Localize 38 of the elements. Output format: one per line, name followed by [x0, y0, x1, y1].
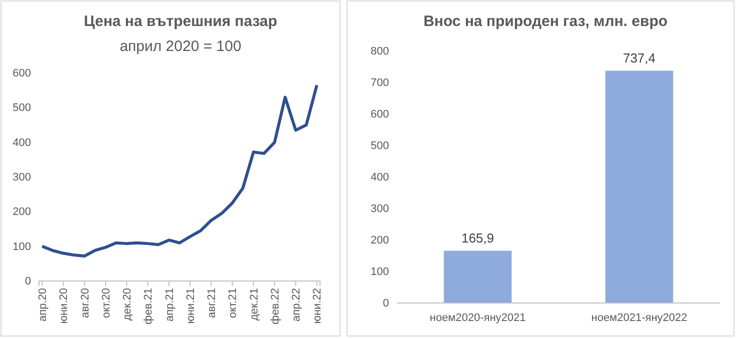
- y-tick-label: 600: [12, 68, 31, 80]
- x-tick-label: авг.20: [79, 288, 92, 318]
- data-label: 737,4: [622, 50, 656, 66]
- y-tick-label: 200: [12, 206, 31, 218]
- line-series: [40, 84, 318, 258]
- data-label: 165,9: [461, 230, 494, 246]
- y-tick-label: 400: [370, 172, 389, 184]
- y-tick-label: 0: [24, 276, 31, 288]
- y-tick-label: 300: [12, 172, 31, 184]
- x-tick-label: юни.21: [184, 288, 197, 324]
- y-tick-label: 700: [370, 77, 389, 90]
- chart-subtitle: април 2020 = 100: [120, 38, 242, 55]
- x-tick-label: дек.21: [248, 288, 260, 321]
- y-tick-label: 600: [370, 108, 389, 121]
- x-tick-label: ноем2020-яну2021: [430, 312, 526, 324]
- chart-title: Цена на вътрешния пазар: [84, 13, 278, 30]
- y-tick-label: 400: [12, 136, 31, 149]
- x-tick-label: окт.20: [100, 288, 112, 318]
- x-tick-label: апр.20: [37, 288, 50, 322]
- y-tick-label: 100: [370, 266, 389, 278]
- x-tick-label: фев.22: [269, 288, 282, 324]
- y-tick-label: 100: [12, 240, 31, 253]
- x-tick-label: ноем2021-яну2022: [591, 312, 688, 324]
- x-tick-label: юни.22: [312, 288, 324, 324]
- x-tick-label: авг.21: [206, 288, 218, 318]
- y-tick-label: 800: [370, 46, 389, 58]
- x-tick-label: окт.21: [227, 288, 240, 318]
- chart-title: Внос на природен газ, млн. евро: [423, 13, 668, 30]
- y-tick-label: 300: [370, 203, 389, 216]
- x-tick-label: апр.22: [290, 288, 303, 322]
- x-tick-label: фев.21: [142, 288, 155, 324]
- x-tick-label: дек.20: [122, 288, 134, 321]
- y-tick-label: 0: [382, 298, 389, 310]
- x-tick-label: юни.20: [58, 288, 70, 324]
- y-tick-label: 500: [12, 102, 31, 114]
- y-tick-label: 500: [370, 140, 389, 152]
- x-tick-label: апр.21: [164, 288, 176, 322]
- y-tick-label: 200: [370, 234, 389, 247]
